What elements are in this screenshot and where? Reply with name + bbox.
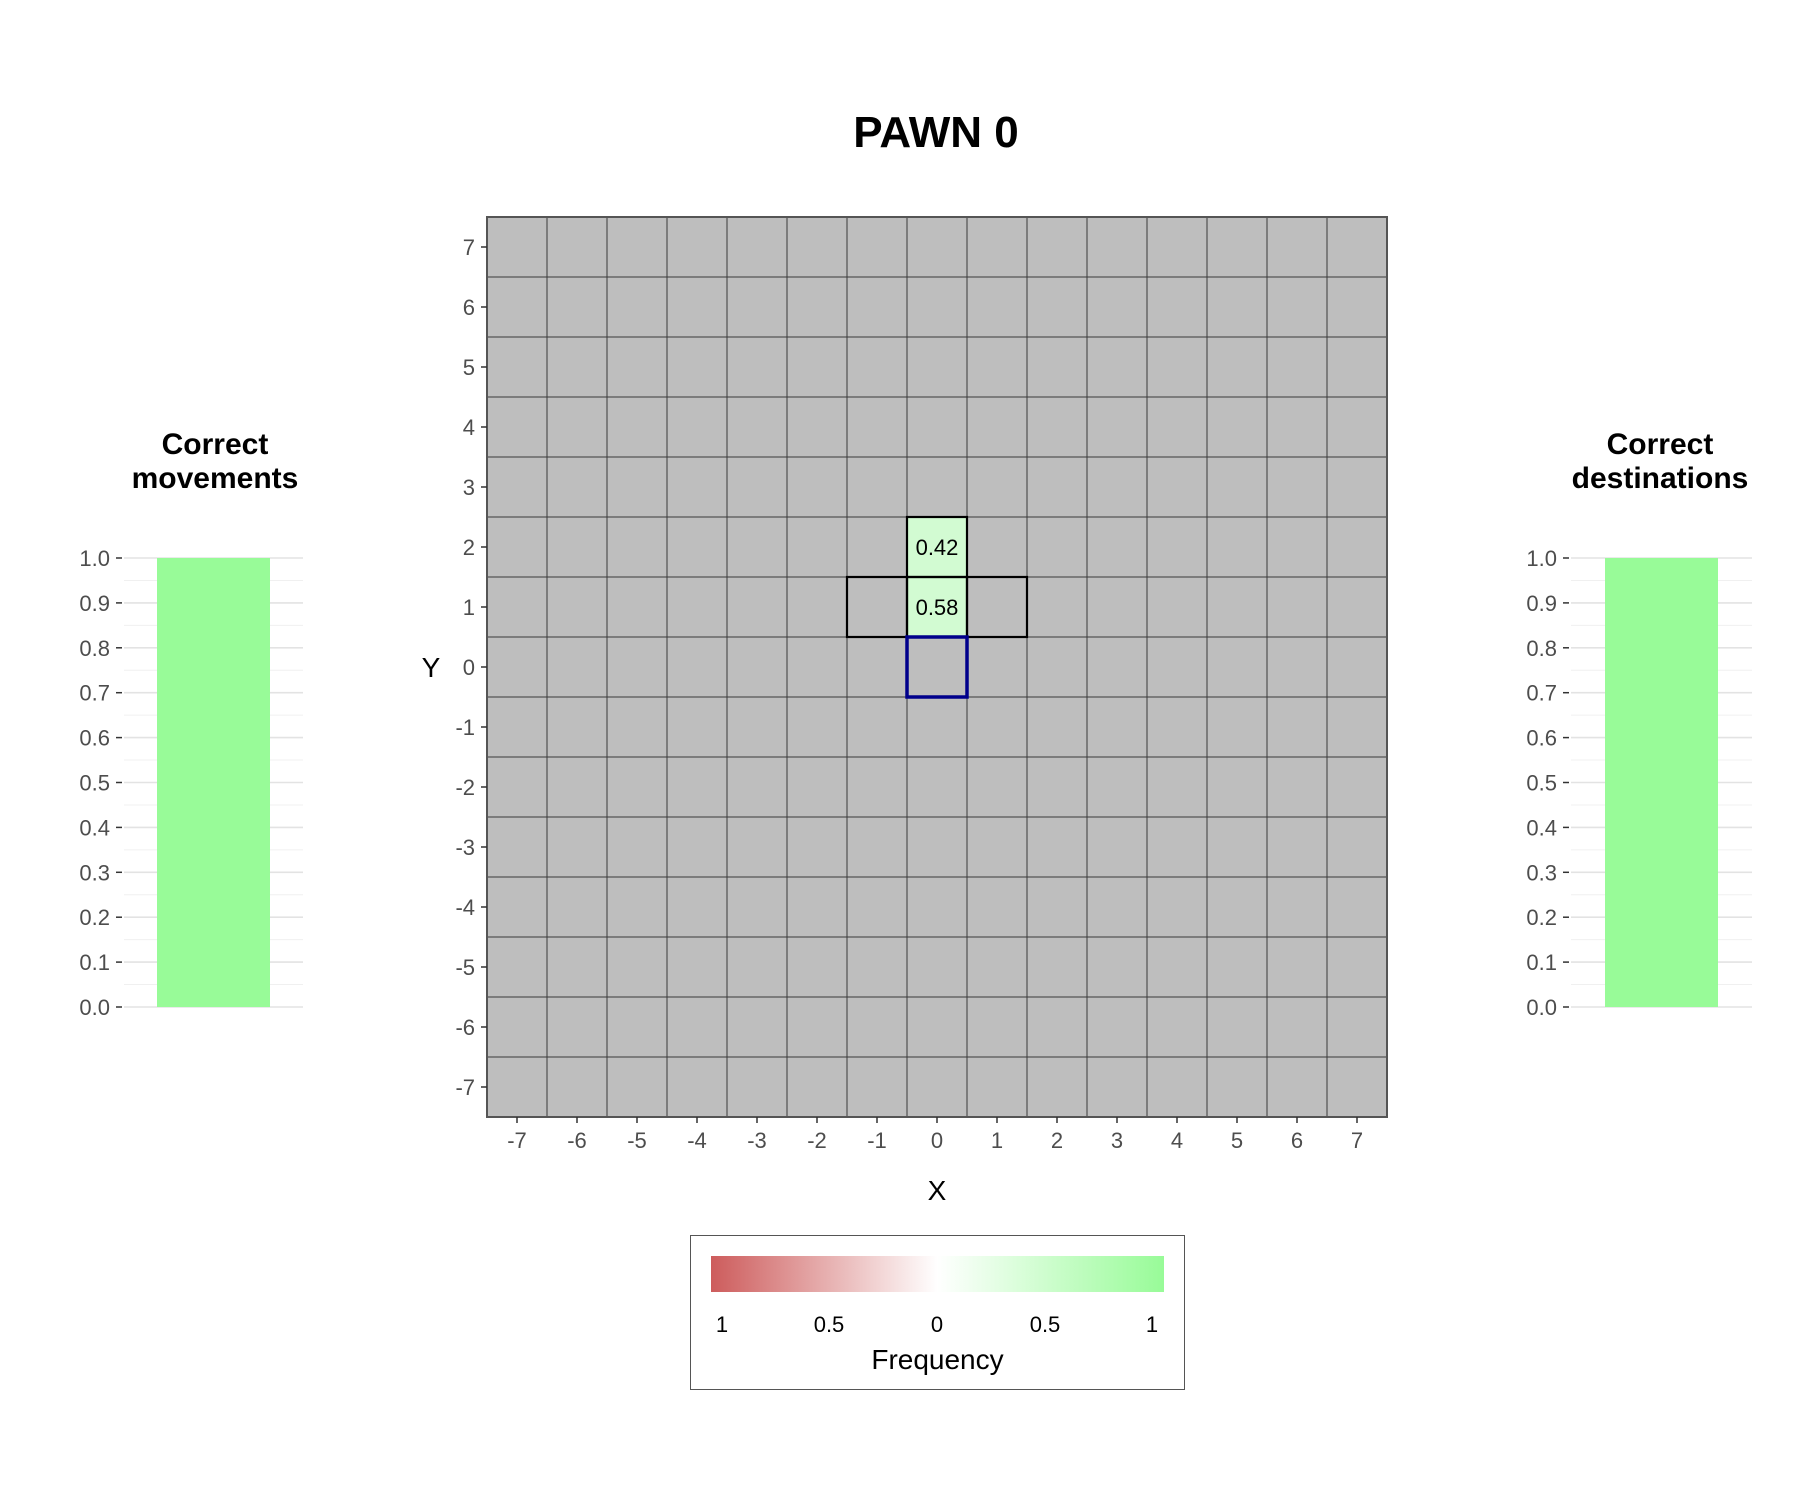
y-tick-label: 2 (463, 535, 475, 560)
cell-value-label: 0.58 (916, 595, 959, 620)
board-background (487, 217, 1387, 1117)
y-tick-label: 0.0 (79, 995, 110, 1020)
bar (157, 558, 270, 1007)
y-axis-label: Y (422, 652, 441, 683)
y-tick-label: 5 (463, 355, 475, 380)
y-tick-label: -7 (455, 1075, 475, 1100)
legend: 1 0.5 0 0.5 1 Frequency (690, 1235, 1185, 1390)
x-tick-label: 2 (1051, 1128, 1063, 1153)
x-tick-label: -7 (507, 1128, 527, 1153)
y-tick-label: 0.1 (79, 950, 110, 975)
x-tick-label: -2 (807, 1128, 827, 1153)
x-tick-label: 1 (991, 1128, 1003, 1153)
y-tick-label: 1.0 (79, 546, 110, 571)
y-tick-label: 0.1 (1526, 950, 1557, 975)
y-tick-label: 0.5 (79, 771, 110, 796)
heatmap-cell (907, 577, 967, 637)
y-tick-label: 0.8 (1526, 636, 1557, 661)
y-tick-label: 0.8 (79, 636, 110, 661)
right-bar-chart: 0.0 0.1 0.2 0.3 0.4 0.5 0.6 0.7 0.8 0.9 1.0 (1526, 546, 1752, 1020)
legend-tick: 1 (715, 1312, 729, 1337)
y-tick-label: -3 (455, 835, 475, 860)
chart-title: PAWN 0 (853, 108, 1019, 157)
left-bar-chart: 0.0 0.1 0.2 0.3 0.4 0.5 0.6 0.7 0.8 0.9 1.0 (79, 546, 303, 1020)
y-tick-label: -5 (455, 955, 475, 980)
legend-title: Frequency (871, 1344, 1004, 1375)
y-tick-label: -6 (455, 1015, 475, 1040)
y-tick-label: 0.9 (1526, 591, 1557, 616)
heatmap-cell (907, 517, 967, 577)
y-tick-label: 0.6 (79, 726, 110, 751)
y-tick-label: 0.3 (1526, 860, 1557, 885)
legal-move-outline (965, 575, 1029, 639)
x-tick-label: -3 (747, 1128, 767, 1153)
bar (1605, 558, 1718, 1007)
y-tick-label: 6 (463, 295, 475, 320)
legend-tick: 1 (1145, 1312, 1159, 1337)
x-tick-label: -5 (627, 1128, 647, 1153)
y-tick-label: 3 (463, 475, 475, 500)
y-tick-label: 0.3 (79, 860, 110, 885)
legend-color-bar (711, 1256, 1164, 1292)
x-tick-label: -4 (687, 1128, 707, 1153)
x-tick-label: 0 (931, 1128, 943, 1153)
y-tick-label: 0.2 (79, 905, 110, 930)
y-tick-label: 0.9 (79, 591, 110, 616)
y-tick-label: 0.4 (79, 815, 110, 840)
y-tick-label: 1.0 (1526, 546, 1557, 571)
x-tick-label: 7 (1351, 1128, 1363, 1153)
y-tick-label: 0.6 (1526, 726, 1557, 751)
legend-tick: 0 (930, 1312, 944, 1337)
x-tick-label: 6 (1291, 1128, 1303, 1153)
board-heatmap: 0.42 0.58 -7 -6 -5 -4 -3 -2 -1 0 1 2 3 4 5 6 7 -7 -6 -5 -4 -3… (422, 216, 1388, 1206)
right-panel-title: Correct destinations (1571, 428, 1749, 495)
y-tick-label: 4 (463, 415, 475, 440)
legend-tick: 0.5 (1029, 1312, 1061, 1337)
y-tick-label: 1 (463, 595, 475, 620)
y-tick-label: 0 (463, 655, 475, 680)
y-tick-label: 0.4 (1526, 815, 1557, 840)
y-tick-label: 0.7 (1526, 681, 1557, 706)
cell-value-label: 0.42 (916, 535, 959, 560)
y-tick-label: 0.7 (79, 681, 110, 706)
y-tick-label: 0.2 (1526, 905, 1557, 930)
y-tick-label: -4 (455, 895, 475, 920)
x-tick-label: -1 (867, 1128, 887, 1153)
origin-cell-outline (905, 635, 969, 699)
y-tick-label: 0.5 (1526, 771, 1557, 796)
x-tick-label: 3 (1111, 1128, 1123, 1153)
y-tick-label: -2 (455, 775, 475, 800)
x-tick-label: -6 (567, 1128, 587, 1153)
left-panel-title: Correct movements (131, 428, 299, 495)
y-tick-label: 0.0 (1526, 995, 1557, 1020)
y-tick-label: 7 (463, 235, 475, 260)
y-tick-label: -1 (455, 715, 475, 740)
x-tick-label: 4 (1171, 1128, 1183, 1153)
legend-tick: 0.5 (813, 1312, 845, 1337)
x-tick-label: 5 (1231, 1128, 1243, 1153)
x-axis-label: X (928, 1175, 947, 1206)
